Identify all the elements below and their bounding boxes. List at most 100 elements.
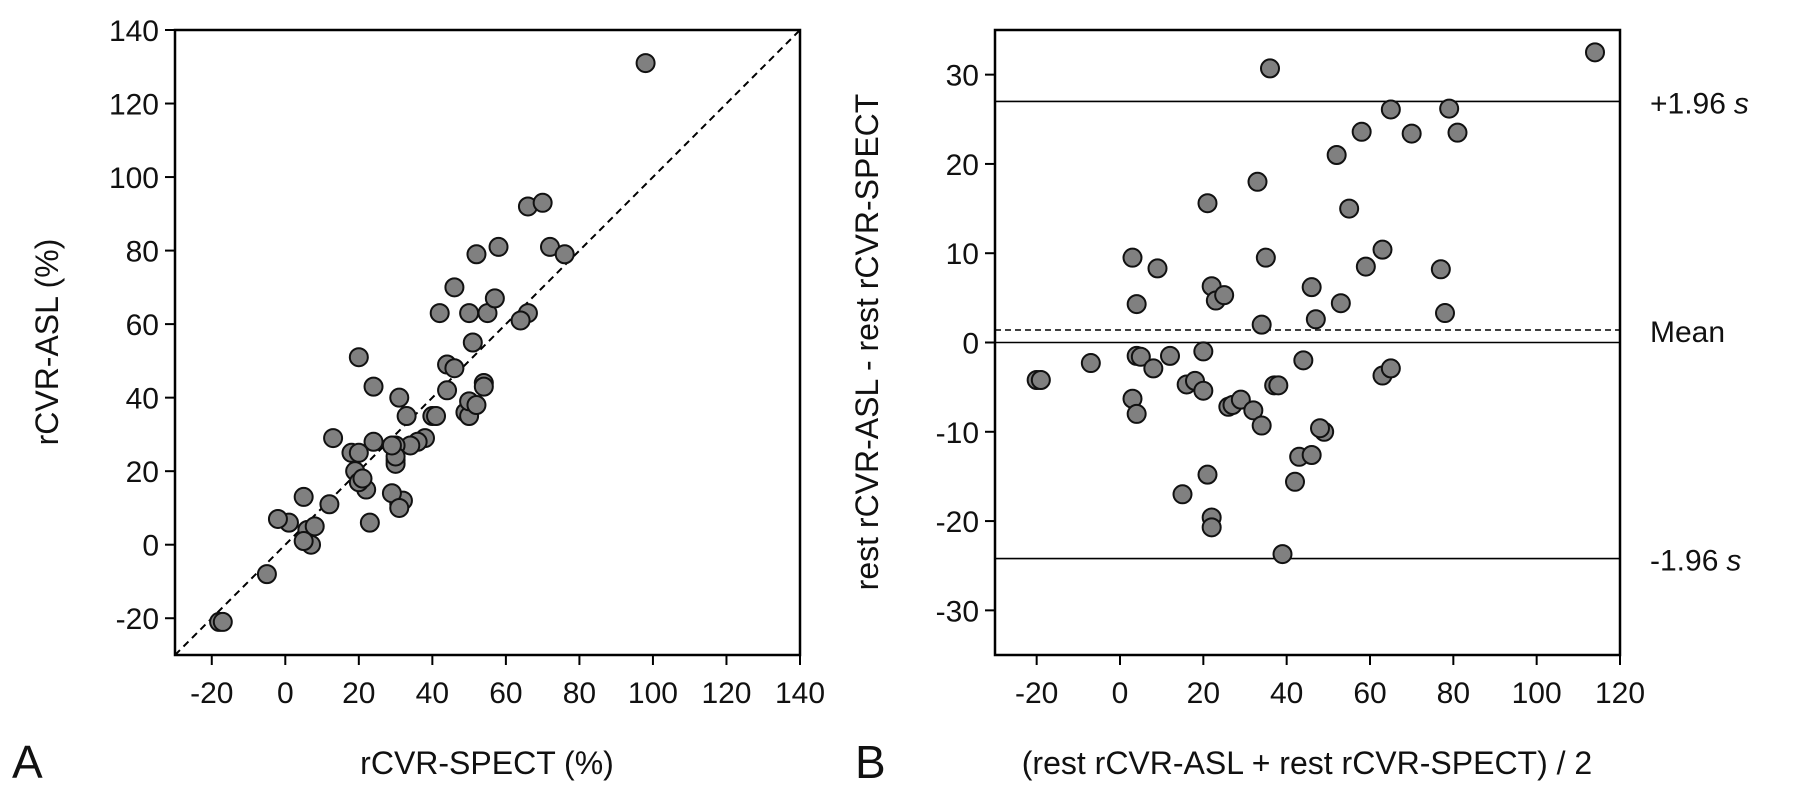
x-tick-label-a: 0 bbox=[277, 677, 294, 710]
data-point-a bbox=[319, 494, 340, 515]
data-point-b bbox=[1301, 445, 1322, 465]
data-point-b bbox=[1351, 121, 1372, 142]
reference-line-label: Mean bbox=[1650, 316, 1725, 349]
data-point-a bbox=[212, 611, 233, 632]
data-point-a bbox=[466, 395, 487, 415]
y-tick-label-b: -30 bbox=[936, 595, 979, 628]
data-point-b bbox=[1030, 370, 1051, 390]
x-tick-label-b: 80 bbox=[1437, 677, 1470, 710]
y-tick-label-b: -10 bbox=[936, 417, 979, 450]
reference-line-label: -1.96 s bbox=[1650, 545, 1741, 578]
data-point-b bbox=[1585, 42, 1605, 63]
data-point-a bbox=[363, 431, 384, 452]
data-point-a bbox=[426, 406, 447, 427]
data-point-b bbox=[1247, 171, 1268, 192]
data-point-b bbox=[1326, 145, 1347, 165]
x-tick-label-a: 80 bbox=[563, 677, 596, 710]
data-point-a bbox=[554, 244, 575, 265]
y-tick-label-a: 20 bbox=[126, 456, 159, 489]
y-tick-label-a: 0 bbox=[142, 530, 159, 563]
y-axis-label-a: rCVR-ASL (%) bbox=[29, 239, 65, 446]
data-point-a bbox=[396, 406, 417, 427]
data-point-a bbox=[389, 387, 410, 408]
data-point-b bbox=[1193, 380, 1214, 401]
data-point-b bbox=[1439, 98, 1460, 119]
axis-ticks-a: -20 0 20 40 60 80 100 120 140 -20 0 20 40 60 80 100 120 1… bbox=[109, 15, 825, 710]
data-point-b bbox=[1197, 193, 1218, 214]
data-point-b bbox=[1251, 415, 1272, 436]
data-point-b bbox=[1301, 277, 1322, 298]
data-point-b bbox=[1330, 293, 1351, 314]
reference-line-label-s: s bbox=[1734, 87, 1749, 120]
data-points-b bbox=[1026, 42, 1605, 565]
data-point-a bbox=[532, 192, 553, 213]
data-point-b bbox=[1126, 403, 1147, 424]
x-tick-label-a: 20 bbox=[342, 677, 375, 710]
data-point-b bbox=[1430, 259, 1451, 280]
reference-line-label: +1.96 s bbox=[1650, 87, 1749, 120]
y-axis-label-b: rest rCVR-ASL - rest rCVR-SPECT bbox=[849, 94, 885, 591]
y-tick-label-a: 80 bbox=[126, 236, 159, 269]
data-point-b bbox=[1310, 418, 1330, 439]
x-tick-label-a: 140 bbox=[775, 677, 825, 710]
bland-altman-panel-b: -20 0 20 40 60 80 100 120 -30 -20 -10 0 10 20 30 +1.96… bbox=[849, 28, 1749, 788]
data-point-a bbox=[635, 53, 656, 74]
data-point-a bbox=[293, 531, 314, 552]
y-tick-label-a: 40 bbox=[126, 383, 159, 416]
data-point-b bbox=[1339, 198, 1360, 219]
data-point-b bbox=[1230, 389, 1251, 410]
data-point-a bbox=[444, 277, 465, 298]
data-point-a bbox=[444, 358, 465, 379]
y-tick-label-a: 120 bbox=[109, 89, 159, 122]
x-tick-label-a: 100 bbox=[628, 677, 678, 710]
data-point-b bbox=[1172, 484, 1193, 505]
data-point-a bbox=[256, 564, 277, 585]
data-point-b bbox=[1197, 464, 1218, 485]
x-tick-label-b: 20 bbox=[1187, 677, 1220, 710]
data-point-a bbox=[510, 310, 531, 331]
reference-line-label-s: s bbox=[1726, 545, 1741, 578]
reference-line-label-main: -1.96 bbox=[1650, 545, 1718, 578]
data-point-b bbox=[1435, 303, 1455, 324]
data-point-a bbox=[359, 512, 380, 533]
data-point-b bbox=[1293, 350, 1314, 371]
y-tick-label-b: 0 bbox=[962, 328, 979, 361]
data-point-b bbox=[1272, 544, 1293, 565]
x-tick-label-b: 100 bbox=[1512, 677, 1562, 710]
plot-frame-a bbox=[173, 28, 802, 657]
x-tick-label-b: 60 bbox=[1353, 677, 1386, 710]
x-axis-label-a: rCVR-SPECT (%) bbox=[360, 745, 614, 781]
data-point-a bbox=[352, 468, 373, 489]
data-point-a bbox=[304, 516, 325, 537]
identity-line bbox=[174, 29, 801, 656]
data-point-b bbox=[1380, 358, 1401, 379]
data-point-b bbox=[1122, 247, 1143, 268]
y-tick-label-a: -20 bbox=[116, 603, 159, 636]
data-point-a bbox=[462, 332, 483, 353]
data-point-b bbox=[1126, 294, 1147, 315]
y-tick-label-a: 60 bbox=[126, 309, 159, 342]
data-point-b bbox=[1447, 122, 1468, 143]
data-point-b bbox=[1260, 58, 1280, 79]
data-point-a bbox=[429, 303, 450, 324]
reference-line-label-main: Mean bbox=[1650, 316, 1725, 349]
panel-label-b: B bbox=[855, 736, 886, 788]
data-point-a bbox=[473, 376, 494, 397]
data-point-b bbox=[1243, 400, 1264, 421]
y-tick-label-b: 30 bbox=[946, 60, 979, 93]
data-point-a bbox=[484, 288, 505, 309]
data-point-a bbox=[466, 244, 487, 265]
y-tick-label-a: 140 bbox=[109, 15, 159, 48]
data-point-b bbox=[1251, 314, 1272, 335]
data-point-b bbox=[1201, 517, 1222, 538]
scatter-panel-a: -20 0 20 40 60 80 100 120 140 -20 0 20 40 60 80 100 120 1… bbox=[12, 15, 825, 788]
reference-line-label-main: +1.96 bbox=[1650, 87, 1726, 120]
data-point-b bbox=[1372, 239, 1393, 260]
x-axis-label-b: (rest rCVR-ASL + rest rCVR-SPECT) / 2 bbox=[1022, 745, 1592, 781]
data-point-a bbox=[437, 380, 458, 401]
data-point-a bbox=[488, 236, 509, 257]
data-point-b bbox=[1255, 247, 1276, 268]
y-tick-label-b: -20 bbox=[936, 506, 979, 539]
